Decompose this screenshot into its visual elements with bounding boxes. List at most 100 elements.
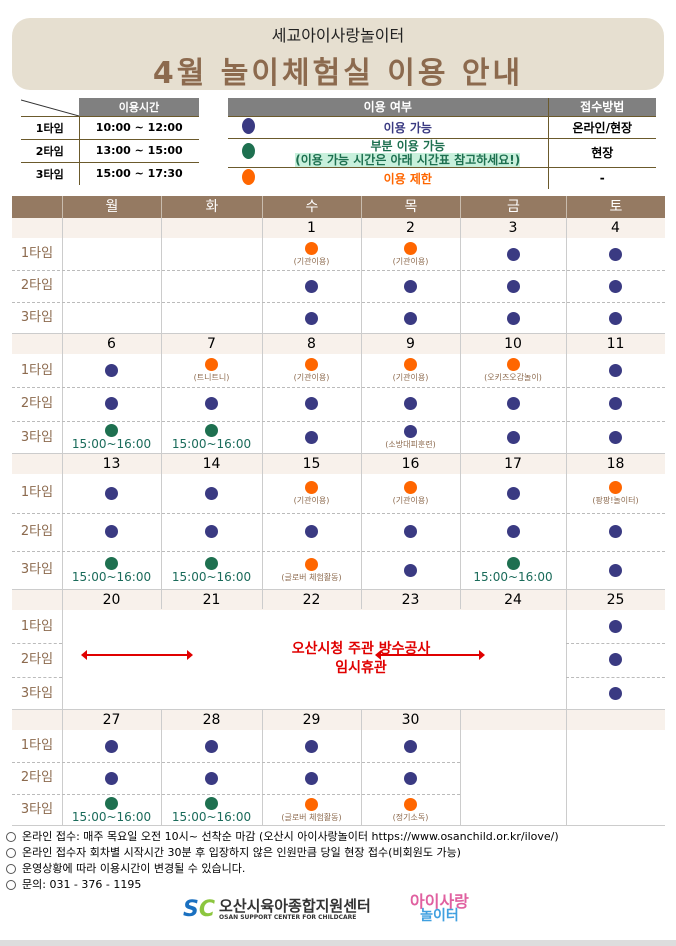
date-number: 28	[202, 712, 221, 728]
slot-divider	[12, 762, 460, 763]
column-divider	[161, 590, 162, 609]
slot-divider	[12, 302, 665, 303]
legend-sublabel: (이용 가능 시간은 아래 시간표 참고하세요!)	[295, 152, 521, 167]
note-item: 운영상황에 따라 이용시간이 변경될 수 있습니다.	[6, 861, 559, 877]
available-dot-icon	[404, 397, 417, 411]
partial-dot-icon	[506, 557, 520, 571]
available-dot-icon	[609, 397, 622, 411]
week-block: 1타임 2타임 3타임 1 (기관이용) 2 (기관이용) 3 4	[12, 218, 665, 334]
slot-label: 3타임	[21, 162, 80, 185]
slot-note: (기관이용)	[293, 495, 330, 505]
weekday: 월	[62, 196, 161, 218]
available-dot-icon	[305, 525, 318, 539]
available-dot-icon	[404, 424, 417, 438]
column-divider	[62, 334, 63, 453]
date-number: 11	[606, 336, 625, 352]
restricted-dot-icon	[305, 358, 318, 372]
slot-divider	[12, 676, 62, 678]
slot-divider	[12, 794, 460, 795]
slot-cell	[361, 762, 460, 794]
date-number: 23	[401, 592, 420, 608]
available-dot-icon	[609, 564, 622, 578]
weekday: 수	[262, 196, 361, 218]
slot-label: 3타임	[20, 802, 54, 817]
slot-cell	[62, 474, 161, 513]
available-dot-icon	[241, 117, 255, 134]
slot-cell	[566, 354, 665, 387]
slot-cell: (기관이용)	[361, 238, 460, 270]
note-item: 문의: 031 - 376 - 1195	[6, 877, 559, 893]
date-number: 25	[606, 592, 625, 608]
column-divider	[566, 710, 567, 825]
partial-dot-icon	[105, 557, 118, 571]
date-number	[460, 710, 566, 730]
slot-cell: (기관이용)	[361, 474, 460, 513]
slot-label: 3타임	[20, 562, 54, 578]
slot-label: 3타임	[20, 310, 54, 325]
date-number: 7	[207, 336, 216, 352]
slot-cell	[460, 513, 566, 552]
available-dot-icon	[404, 739, 417, 753]
column-divider	[262, 218, 263, 333]
slot-cell	[262, 730, 361, 762]
slot-cell	[62, 762, 161, 794]
date-number: 14	[202, 456, 221, 472]
week-block: 1타임 2타임 3타임 6 15:00~16:00 7 (트니트니) 15:00~16:00 8…	[12, 334, 665, 454]
available-dot-icon	[609, 311, 622, 325]
slot-cell	[361, 270, 460, 302]
column-divider	[161, 454, 162, 589]
restricted-dot-icon	[404, 797, 417, 811]
slot-cell	[361, 551, 460, 590]
slot-cell	[460, 238, 566, 270]
subtitle: 세교아이사랑놀이터	[271, 26, 405, 45]
legend-label: 부분 이용 가능	[370, 138, 446, 153]
slot-divider	[566, 643, 665, 645]
slot-note: (글로버 체험활동)	[281, 573, 342, 583]
slot-cell	[566, 610, 665, 643]
slot-cell	[566, 551, 665, 590]
legend-table: 이용 여부 접수방법 이용 가능 온라인/현장 부분 이용 가능 (이용 가능 시간은…	[228, 98, 656, 189]
diagonal-corner	[21, 98, 79, 117]
circle-bullet-icon	[6, 848, 16, 858]
slot-cell	[566, 677, 665, 710]
corner	[12, 196, 62, 218]
available-hours: 15:00~16:00	[171, 570, 252, 585]
available-dot-icon	[609, 686, 622, 700]
available-dot-icon	[404, 525, 417, 539]
legend-label: 이용 가능	[268, 116, 548, 139]
available-dot-icon	[305, 771, 318, 785]
restricted-dot-icon	[205, 358, 218, 372]
column-divider	[460, 590, 461, 609]
date-number: 17	[504, 456, 522, 472]
slot-time: 10:00 ~ 12:00	[79, 116, 199, 140]
note-item: 온라인 접수자 회차별 시작시간 30분 후 입장하지 않은 인원만큼 당일 현…	[6, 845, 559, 861]
column-divider	[460, 710, 461, 825]
weeks: 1타임 2타임 3타임 1 (기관이용) 2 (기관이용) 3 4 1타임 2타임 3타임 6 15:00…	[12, 218, 665, 826]
column-divider	[361, 218, 362, 333]
slot-label: 1타임	[20, 363, 54, 378]
available-dot-icon	[609, 247, 622, 261]
slot-cell: 15:00~16:00	[161, 551, 262, 590]
brand-line2: 놀이터	[420, 908, 459, 924]
date-number: 8	[307, 336, 316, 352]
slot-label: 2타임	[20, 396, 54, 412]
slot-note: (기관이용)	[392, 373, 429, 383]
slot-cell	[460, 421, 566, 454]
slot-label: 1타임	[20, 738, 54, 753]
partial-dot-icon	[105, 796, 118, 810]
column-divider	[262, 590, 263, 609]
restricted-dot-icon	[305, 797, 318, 811]
slot-cell	[262, 513, 361, 552]
weekday-header: 월 화 수 목 금 토	[12, 196, 665, 218]
date-number	[62, 218, 161, 238]
slot-note: (기관이용)	[293, 256, 330, 266]
slot-note: (오키즈오감놀이)	[484, 373, 542, 383]
slot-cell	[460, 302, 566, 334]
column-divider	[361, 454, 362, 589]
note-text: 온라인 접수: 매주 목요일 오전 10시~ 선착순 마감 (오산시 아이사랑놀…	[22, 830, 559, 843]
slot-cell	[62, 354, 161, 387]
legend-method: -	[547, 167, 656, 189]
slot-cell	[361, 387, 460, 420]
slot-note: (팡팡!놀이터)	[592, 495, 639, 505]
title-banner: 세교아이사랑놀이터 4월 놀이체험실 이용 안내	[12, 18, 664, 91]
